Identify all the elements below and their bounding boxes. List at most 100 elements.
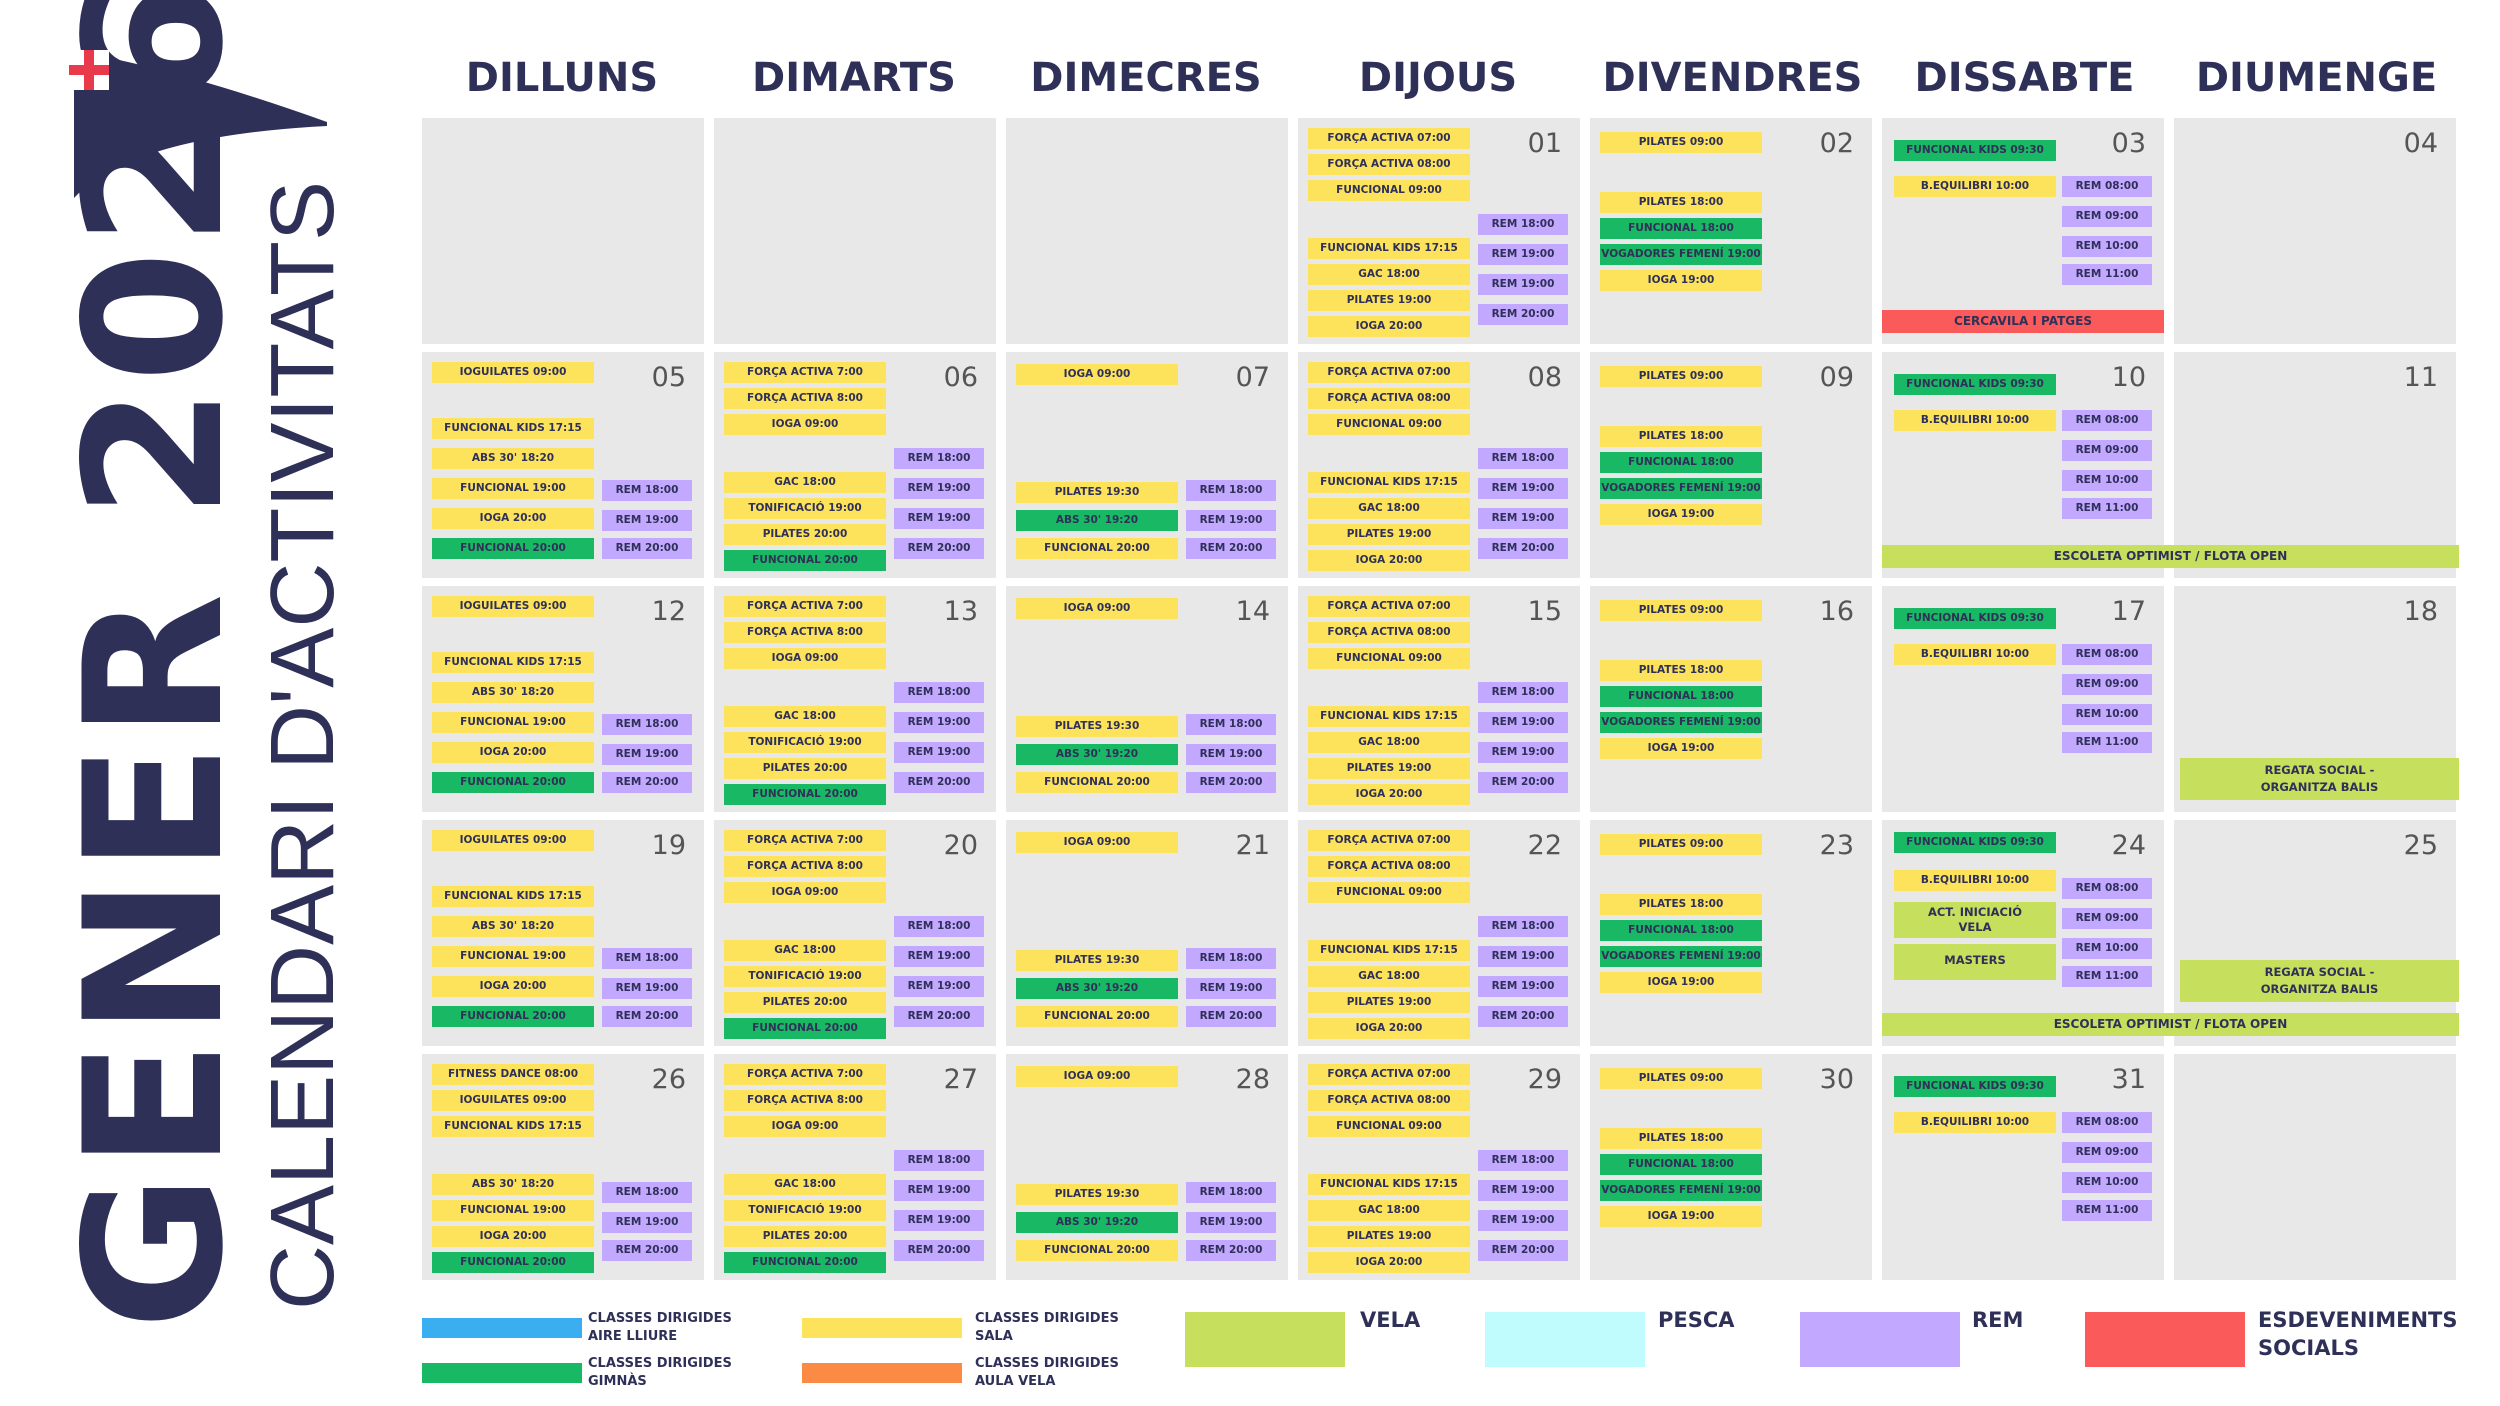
activity-item[interactable]: PILATES 20:00 — [724, 524, 886, 545]
activity-item[interactable]: ABS 30' 18:20 — [432, 916, 594, 937]
activity-item[interactable]: IOGA 09:00 — [1016, 364, 1178, 385]
activity-item[interactable]: IOGA 09:00 — [724, 1116, 886, 1137]
rem-session-item[interactable]: REM 19:00 — [1478, 1210, 1568, 1231]
activity-item[interactable]: VOGADORES FEMENÍ 19:00 — [1600, 478, 1762, 499]
activity-item[interactable]: FUNCIONAL 18:00 — [1600, 920, 1762, 941]
activity-item[interactable]: MASTERS — [1894, 944, 2056, 980]
activity-item[interactable]: FUNCIONAL KIDS 09:30 — [1894, 374, 2056, 395]
activity-item[interactable]: IOGUILATES 09:00 — [432, 1090, 594, 1111]
rem-session-item[interactable]: REM 19:00 — [1478, 742, 1568, 763]
activity-item[interactable]: IOGA 20:00 — [1308, 784, 1470, 805]
day-cell[interactable] — [2174, 1054, 2456, 1280]
activity-item[interactable]: VOGADORES FEMENÍ 19:00 — [1600, 244, 1762, 265]
activity-item[interactable]: ABS 30' 19:20 — [1016, 744, 1178, 765]
activity-item[interactable]: FITNESS DANCE 08:00 — [432, 1064, 594, 1085]
activity-item[interactable]: FUNCIONAL 20:00 — [1016, 1240, 1178, 1261]
activity-item[interactable]: FORÇA ACTIVA 07:00 — [1308, 596, 1470, 617]
activity-item[interactable]: FORÇA ACTIVA 7:00 — [724, 596, 886, 617]
rem-session-item[interactable]: REM 10:00 — [2062, 1172, 2152, 1193]
rem-session-item[interactable]: REM 18:00 — [1478, 448, 1568, 469]
activity-item[interactable]: PILATES 18:00 — [1600, 894, 1762, 915]
day-cell[interactable]: 13 FORÇA ACTIVA 7:00 FORÇA ACTIVA 8:00 IOGA… — [714, 586, 996, 812]
rem-session-item[interactable]: REM 19:00 — [602, 744, 692, 765]
activity-item[interactable]: PILATES 18:00 — [1600, 192, 1762, 213]
activity-item[interactable]: IOGA 20:00 — [1308, 1252, 1470, 1273]
activity-item[interactable]: PILATES 19:30 — [1016, 950, 1178, 971]
rem-session-item[interactable]: REM 18:00 — [894, 448, 984, 469]
rem-session-item[interactable]: REM 20:00 — [1478, 538, 1568, 559]
rem-session-item[interactable]: REM 19:00 — [1186, 978, 1276, 999]
rem-session-item[interactable]: REM 20:00 — [1186, 772, 1276, 793]
rem-session-item[interactable]: REM 19:00 — [1478, 712, 1568, 733]
activity-item[interactable]: IOGA 19:00 — [1600, 504, 1762, 525]
rem-session-item[interactable]: REM 18:00 — [894, 1150, 984, 1171]
activity-item[interactable]: PILATES 20:00 — [724, 758, 886, 779]
rem-session-item[interactable]: REM 20:00 — [894, 772, 984, 793]
activity-item[interactable]: GAC 18:00 — [724, 472, 886, 493]
rem-session-item[interactable]: REM 18:00 — [602, 1182, 692, 1203]
activity-item[interactable]: IOGUILATES 09:00 — [432, 830, 594, 851]
activity-item[interactable]: IOGA 09:00 — [1016, 832, 1178, 853]
activity-item[interactable]: PILATES 19:00 — [1308, 290, 1470, 311]
activity-item[interactable]: ABS 30' 19:20 — [1016, 1212, 1178, 1233]
rem-session-item[interactable]: REM 09:00 — [2062, 440, 2152, 461]
activity-item[interactable]: PILATES 20:00 — [724, 992, 886, 1013]
activity-item[interactable]: B.EQUILIBRI 10:00 — [1894, 1112, 2056, 1133]
activity-item[interactable]: FORÇA ACTIVA 07:00 — [1308, 830, 1470, 851]
activity-item[interactable]: VOGADORES FEMENÍ 19:00 — [1600, 712, 1762, 733]
activity-item[interactable]: FORÇA ACTIVA 08:00 — [1308, 1090, 1470, 1111]
activity-item[interactable]: B.EQUILIBRI 10:00 — [1894, 644, 2056, 665]
activity-item[interactable]: FUNCIONAL KIDS 09:30 — [1894, 140, 2056, 161]
activity-item[interactable]: FUNCIONAL 09:00 — [1308, 882, 1470, 903]
rem-session-item[interactable]: REM 19:00 — [1478, 244, 1568, 265]
day-cell[interactable] — [714, 118, 996, 344]
activity-item[interactable]: VOGADORES FEMENÍ 19:00 — [1600, 1180, 1762, 1201]
day-cell[interactable]: 06 FORÇA ACTIVA 7:00 FORÇA ACTIVA 8:00 IOGA… — [714, 352, 996, 578]
activity-item[interactable]: GAC 18:00 — [1308, 498, 1470, 519]
rem-session-item[interactable]: REM 18:00 — [1478, 916, 1568, 937]
rem-session-item[interactable]: REM 10:00 — [2062, 236, 2152, 257]
rem-session-item[interactable]: REM 18:00 — [1478, 214, 1568, 235]
activity-item[interactable]: FUNCIONAL 19:00 — [432, 712, 594, 733]
rem-session-item[interactable]: REM 20:00 — [602, 1006, 692, 1027]
activity-item[interactable]: GAC 18:00 — [1308, 966, 1470, 987]
day-cell[interactable]: 25 — [2174, 820, 2456, 1046]
activity-item[interactable]: FUNCIONAL KIDS 17:15 — [1308, 706, 1470, 727]
activity-item[interactable]: PILATES 19:30 — [1016, 716, 1178, 737]
activity-item[interactable]: FORÇA ACTIVA 8:00 — [724, 388, 886, 409]
activity-item[interactable]: FORÇA ACTIVA 08:00 — [1308, 622, 1470, 643]
event-banner-escoleta-optimist[interactable]: ESCOLETA OPTIMIST / FLOTA OPEN — [1882, 1013, 2459, 1036]
activity-item[interactable]: FORÇA ACTIVA 07:00 — [1308, 1064, 1470, 1085]
rem-session-item[interactable]: REM 11:00 — [2062, 264, 2152, 285]
day-cell[interactable]: 10 FUNCIONAL KIDS 09:30 B.EQUILIBRI 10:00 R… — [1882, 352, 2164, 578]
activity-item[interactable]: IOGA 19:00 — [1600, 972, 1762, 993]
rem-session-item[interactable]: REM 20:00 — [1186, 1006, 1276, 1027]
rem-session-item[interactable]: REM 19:00 — [1478, 976, 1568, 997]
activity-item[interactable]: FUNCIONAL 20:00 — [1016, 772, 1178, 793]
rem-session-item[interactable]: REM 19:00 — [894, 946, 984, 967]
activity-item[interactable]: TONIFICACIÓ 19:00 — [724, 732, 886, 753]
rem-session-item[interactable]: REM 20:00 — [1478, 772, 1568, 793]
activity-item[interactable]: FUNCIONAL 09:00 — [1308, 1116, 1470, 1137]
day-cell[interactable]: 11 — [2174, 352, 2456, 578]
rem-session-item[interactable]: REM 09:00 — [2062, 206, 2152, 227]
activity-item[interactable]: FUNCIONAL KIDS 09:30 — [1894, 608, 2056, 629]
activity-item[interactable]: IOGA 20:00 — [432, 976, 594, 997]
activity-item[interactable]: ABS 30' 18:20 — [432, 1174, 594, 1195]
day-cell[interactable]: 29 FORÇA ACTIVA 07:00 FORÇA ACTIVA 08:00 FU… — [1298, 1054, 1580, 1280]
activity-item[interactable]: FORÇA ACTIVA 7:00 — [724, 1064, 886, 1085]
activity-item[interactable]: ABS 30' 18:20 — [432, 682, 594, 703]
day-cell[interactable]: 21 IOGA 09:00 PILATES 19:30 ABS 30' 19:20 FU… — [1006, 820, 1288, 1046]
rem-session-item[interactable]: REM 10:00 — [2062, 470, 2152, 491]
rem-session-item[interactable]: REM 19:00 — [602, 510, 692, 531]
activity-item[interactable]: FUNCIONAL 18:00 — [1600, 686, 1762, 707]
activity-item[interactable]: GAC 18:00 — [724, 1174, 886, 1195]
activity-item[interactable]: FUNCIONAL 19:00 — [432, 946, 594, 967]
rem-session-item[interactable]: REM 19:00 — [602, 1212, 692, 1233]
rem-session-item[interactable]: REM 19:00 — [1478, 946, 1568, 967]
activity-item[interactable]: FUNCIONAL KIDS 17:15 — [1308, 238, 1470, 259]
day-cell[interactable]: 23 PILATES 09:00 PILATES 18:00 FUNCIONAL 18… — [1590, 820, 1872, 1046]
rem-session-item[interactable]: REM 18:00 — [894, 916, 984, 937]
event-banner-escoleta-optimist[interactable]: ESCOLETA OPTIMIST / FLOTA OPEN — [1882, 545, 2459, 568]
activity-item[interactable]: FUNCIONAL KIDS 09:30 — [1894, 832, 2056, 853]
